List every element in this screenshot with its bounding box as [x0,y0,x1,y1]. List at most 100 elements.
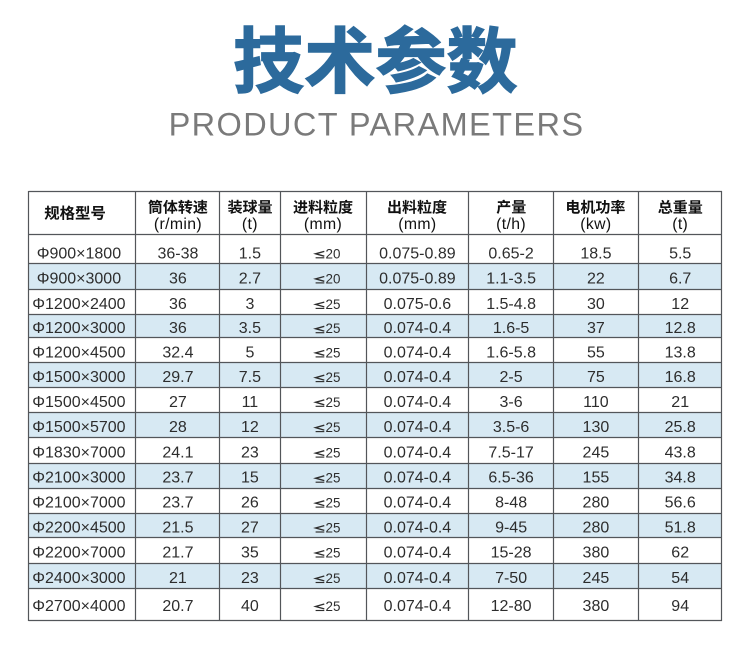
svg-text:54: 54 [671,570,689,587]
svg-text:1.5-4.8: 1.5-4.8 [486,296,536,313]
svg-text:0.075-0.89: 0.075-0.89 [379,270,456,287]
svg-text:0.65-2: 0.65-2 [488,245,533,262]
svg-text:20.7: 20.7 [162,598,193,615]
svg-text:20: 20 [326,271,341,286]
svg-text:13.8: 13.8 [665,344,696,361]
svg-text:PRODUCT PARAMETERS: PRODUCT PARAMETERS [169,107,585,143]
svg-text:2.7: 2.7 [239,270,261,287]
svg-text:27: 27 [241,520,259,537]
svg-text:25: 25 [326,521,341,536]
svg-text:Φ1200×4500: Φ1200×4500 [32,344,125,361]
svg-text:25: 25 [326,321,341,336]
svg-text:Φ2200×7000: Φ2200×7000 [32,545,125,562]
svg-text:23.7: 23.7 [162,495,193,512]
svg-text:7.5-17: 7.5-17 [488,445,533,462]
svg-text:0.074-0.4: 0.074-0.4 [384,495,452,512]
svg-text:25: 25 [326,471,341,486]
svg-text:2-5: 2-5 [500,369,523,386]
svg-text:34.8: 34.8 [665,470,696,487]
svg-text:8-48: 8-48 [495,495,527,512]
svg-text:21: 21 [169,570,187,587]
svg-text:15-28: 15-28 [491,545,532,562]
svg-text:12: 12 [671,296,689,313]
svg-text:380: 380 [583,598,610,615]
svg-text:6.7: 6.7 [669,270,691,287]
svg-text:28: 28 [169,419,187,436]
svg-text:110: 110 [583,394,609,411]
svg-text:3.5: 3.5 [239,320,261,337]
svg-text:0.075-0.89: 0.075-0.89 [379,245,456,262]
svg-text:Φ2700×4000: Φ2700×4000 [32,598,125,615]
svg-text:Φ1830×7000: Φ1830×7000 [32,445,125,462]
svg-text:25: 25 [326,395,341,410]
svg-text:6.5-36: 6.5-36 [488,470,533,487]
svg-text:7.5: 7.5 [239,369,261,386]
svg-text:23: 23 [241,445,259,462]
svg-text:51.8: 51.8 [665,520,696,537]
svg-text:Φ1500×4500: Φ1500×4500 [32,394,125,411]
svg-text:16.8: 16.8 [665,369,696,386]
svg-text:25: 25 [326,599,341,614]
svg-text:(t): (t) [672,216,688,233]
svg-text:(kw): (kw) [580,216,611,233]
svg-text:0.074-0.4: 0.074-0.4 [384,344,452,361]
svg-text:40: 40 [241,598,259,615]
svg-text:0.074-0.4: 0.074-0.4 [384,320,452,337]
svg-text:15: 15 [241,470,259,487]
svg-text:25.8: 25.8 [665,419,696,436]
svg-text:0.075-0.6: 0.075-0.6 [384,296,452,313]
svg-text:37: 37 [587,320,605,337]
svg-text:(t): (t) [242,216,258,233]
svg-text:130: 130 [583,419,610,436]
svg-text:30: 30 [587,296,605,313]
svg-text:25: 25 [326,370,341,385]
svg-text:94: 94 [671,598,689,615]
svg-text:Φ2100×3000: Φ2100×3000 [32,470,125,487]
svg-text:36: 36 [169,320,187,337]
svg-text:(mm): (mm) [304,216,342,233]
svg-text:20: 20 [326,246,341,261]
svg-text:43.8: 43.8 [665,445,696,462]
svg-text:21: 21 [671,394,689,411]
svg-text:0.074-0.4: 0.074-0.4 [384,520,452,537]
svg-text:0.074-0.4: 0.074-0.4 [384,545,452,562]
svg-text:(mm): (mm) [398,216,436,233]
svg-text:36: 36 [169,296,187,313]
svg-text:0.074-0.4: 0.074-0.4 [384,419,452,436]
svg-text:35: 35 [241,545,259,562]
svg-text:25: 25 [326,297,341,312]
svg-text:3: 3 [245,296,254,313]
svg-text:Φ2200×4500: Φ2200×4500 [32,520,125,537]
svg-text:56.6: 56.6 [665,495,696,512]
svg-text:0.074-0.4: 0.074-0.4 [384,445,452,462]
svg-text:21.5: 21.5 [162,520,193,537]
svg-text:55: 55 [587,344,605,361]
svg-text:1.5: 1.5 [239,245,261,262]
svg-text:(t/h): (t/h) [496,216,526,233]
svg-text:Φ2100×7000: Φ2100×7000 [32,495,125,512]
svg-text:0.074-0.4: 0.074-0.4 [384,394,452,411]
svg-text:7-50: 7-50 [495,570,527,587]
svg-text:0.074-0.4: 0.074-0.4 [384,570,452,587]
svg-text:25: 25 [326,446,341,461]
svg-text:1.6-5: 1.6-5 [493,320,530,337]
svg-text:Φ1500×3000: Φ1500×3000 [32,369,125,386]
svg-text:380: 380 [583,545,610,562]
svg-text:280: 280 [583,495,610,512]
svg-text:(r/min): (r/min) [154,216,202,233]
svg-text:5: 5 [245,344,254,361]
svg-text:62: 62 [671,545,689,562]
svg-text:3-6: 3-6 [500,394,523,411]
svg-text:280: 280 [583,520,610,537]
svg-text:12-80: 12-80 [491,598,532,615]
svg-text:29.7: 29.7 [162,369,193,386]
svg-text:9-45: 9-45 [495,520,527,537]
svg-text:75: 75 [587,369,605,386]
svg-text:0.074-0.4: 0.074-0.4 [384,598,452,615]
svg-text:26: 26 [241,495,259,512]
svg-text:12.8: 12.8 [665,320,696,337]
svg-text:18.5: 18.5 [580,245,611,262]
svg-text:245: 245 [583,445,610,462]
svg-text:Φ1200×3000: Φ1200×3000 [32,320,125,337]
svg-text:25: 25 [326,345,341,360]
